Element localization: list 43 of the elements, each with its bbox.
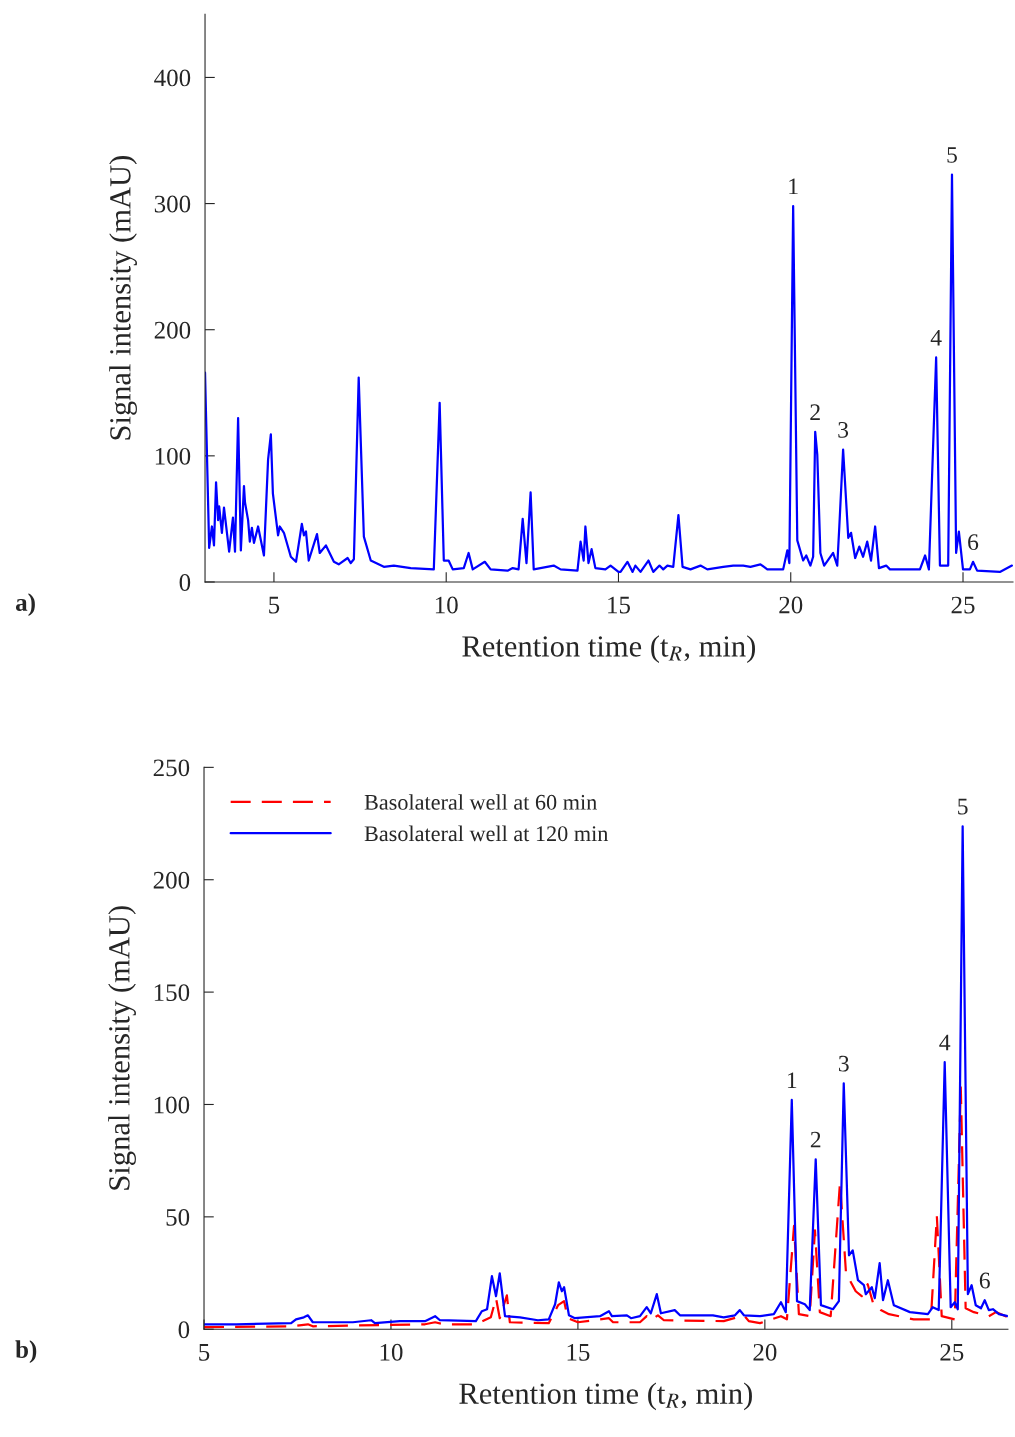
annotation: 4: [939, 1034, 951, 1051]
annotation: 5: [958, 798, 968, 815]
x-tick-label: 10: [380, 1343, 403, 1361]
x-tick-label: 20: [753, 1343, 777, 1361]
x-tick-label: 20: [779, 596, 803, 614]
y-tick-label: 150: [154, 984, 190, 1002]
x-axis-title: Retention time (t$_{R}$, min): [462, 635, 755, 663]
y-tick-label: 100: [155, 447, 191, 465]
x-tick-label: 25: [951, 596, 975, 614]
annotation: 3: [838, 421, 849, 438]
y-tick-label: 250: [153, 759, 190, 777]
annotation: 5: [947, 147, 957, 163]
legend-label: Basolateral well at 60 min: [364, 794, 597, 810]
x-tick-label: 5: [199, 1344, 210, 1361]
x-tick-label: 10: [435, 596, 458, 614]
x-tick-label: 15: [567, 1343, 590, 1361]
y-tick-label: 0: [178, 1321, 190, 1339]
annotation: 2: [810, 1131, 821, 1148]
x-tick-label: 5: [269, 596, 280, 614]
y-axis-title: Signal intensity (mAU): [109, 156, 137, 440]
annotation: 2: [810, 404, 820, 420]
annotation: 6: [968, 534, 979, 551]
y-axis-title: Signal intensity (mAU): [108, 906, 136, 1190]
y-tick-label: 200: [154, 321, 191, 339]
line-series: [204, 825, 1008, 1326]
y-tick-label: 200: [153, 871, 190, 889]
line-series: [205, 173, 1013, 573]
x-tick-label: 25: [940, 1343, 964, 1361]
annotation: 6: [979, 1272, 990, 1289]
annotation: 1: [787, 1072, 797, 1089]
legend-label: Basolateral well at 120 min: [364, 825, 609, 842]
y-tick-label: 400: [154, 69, 191, 87]
y-tick-label: 50: [166, 1208, 190, 1226]
y-tick-label: 300: [154, 195, 191, 213]
x-axis-title: Retention time (t$_{R}$, min): [459, 1382, 752, 1411]
x-tick-label: 15: [608, 596, 630, 614]
annotation: 4: [930, 329, 942, 346]
annotation: 3: [838, 1055, 849, 1072]
y-tick-label: 0: [179, 574, 191, 591]
y-tick-label: 100: [154, 1096, 190, 1114]
annotation: 1: [789, 178, 798, 195]
text: b): [15, 1340, 37, 1364]
text: a): [15, 593, 35, 617]
